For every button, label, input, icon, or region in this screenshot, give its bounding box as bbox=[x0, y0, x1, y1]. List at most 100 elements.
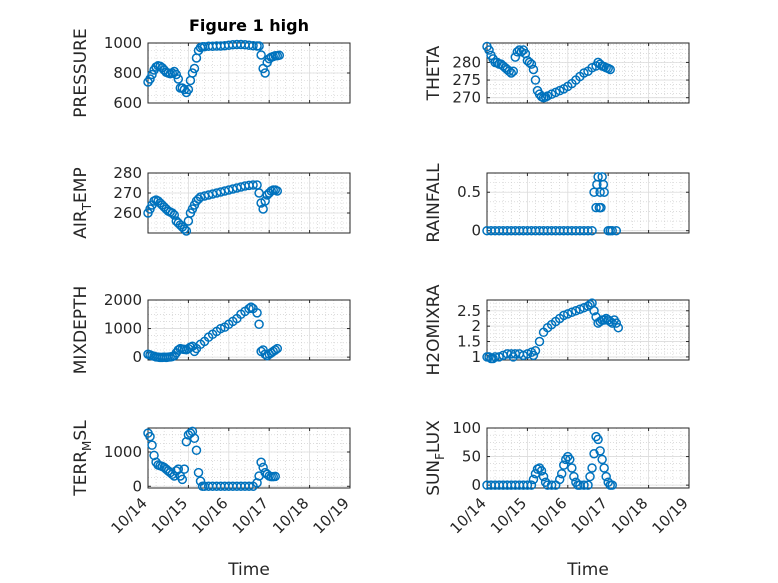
data-point bbox=[260, 196, 270, 206]
y-axis-label: RAINFALL bbox=[424, 163, 444, 243]
x-tick-label: 10/16 bbox=[527, 494, 570, 537]
y-tick-label: 270 bbox=[452, 89, 481, 107]
y-axis-label: H2OMIXRA bbox=[424, 284, 444, 375]
data-point bbox=[177, 474, 188, 485]
data-point bbox=[191, 445, 202, 456]
data-point bbox=[488, 353, 498, 364]
y-tick-label: 0 bbox=[471, 222, 481, 240]
data-point bbox=[270, 345, 281, 355]
data-point bbox=[169, 471, 180, 481]
data-point bbox=[181, 226, 192, 236]
data-point bbox=[597, 454, 607, 465]
x-tick-label: 10/19 bbox=[649, 494, 692, 537]
data-point bbox=[565, 454, 575, 465]
data-point bbox=[244, 303, 254, 314]
data-point bbox=[272, 186, 283, 196]
data-point bbox=[611, 225, 622, 236]
x-tick-label: 10/14 bbox=[447, 494, 490, 537]
data-point bbox=[145, 431, 155, 442]
data-point bbox=[508, 66, 519, 76]
y-tick-label: 100 bbox=[452, 419, 481, 437]
data-point bbox=[607, 225, 617, 236]
y-axis-label: THETA bbox=[424, 45, 444, 101]
axes-box bbox=[486, 299, 690, 361]
y-tick-label: 800 bbox=[113, 64, 142, 82]
axes-box bbox=[147, 299, 351, 361]
subplot-air-temp: 260 270 280 AIRTEMP bbox=[71, 164, 351, 239]
data-point bbox=[187, 68, 198, 78]
data-point bbox=[145, 74, 155, 84]
data-point bbox=[530, 75, 541, 85]
data-point bbox=[274, 50, 285, 61]
data-point bbox=[510, 52, 521, 62]
y-tick-label: 0 bbox=[132, 348, 142, 366]
y-axis-label: AIRTEMP bbox=[71, 167, 94, 238]
data-point bbox=[607, 480, 617, 490]
data-point bbox=[260, 349, 270, 360]
data-point bbox=[171, 69, 182, 80]
data-point bbox=[538, 471, 549, 482]
data-point bbox=[167, 208, 177, 218]
data-point bbox=[534, 336, 545, 347]
y-tick-label: 270 bbox=[113, 184, 142, 202]
data-point bbox=[559, 460, 569, 470]
y-tick-label: 275 bbox=[452, 71, 481, 89]
data-point bbox=[506, 68, 516, 78]
data-point bbox=[215, 323, 226, 334]
data-point bbox=[248, 180, 258, 190]
data-point bbox=[189, 433, 200, 444]
data-point bbox=[589, 306, 599, 316]
data-point bbox=[554, 474, 565, 485]
data-point bbox=[260, 68, 270, 78]
x-tick-label: 10/14 bbox=[108, 494, 151, 537]
data-point bbox=[528, 350, 539, 361]
data-point bbox=[524, 57, 535, 68]
data-point bbox=[254, 319, 264, 330]
data-point bbox=[595, 187, 605, 197]
data-point bbox=[599, 315, 609, 325]
y-axis-label: TERRMSL bbox=[71, 420, 94, 497]
data-point bbox=[587, 225, 597, 236]
data-point bbox=[599, 187, 609, 197]
data-point bbox=[147, 440, 157, 450]
y-tick-label: 0.5 bbox=[457, 183, 481, 201]
x-axis-label: Time bbox=[227, 560, 270, 580]
data-point bbox=[256, 457, 266, 468]
x-tick-label: 10/17 bbox=[568, 494, 611, 537]
data-point bbox=[484, 45, 494, 55]
data-point bbox=[593, 434, 603, 445]
x-tick-label: 10/15 bbox=[148, 494, 191, 537]
subplot-pressure: 600 800 1000 PRESSURE Figure 1 high bbox=[71, 16, 351, 118]
data-point bbox=[526, 59, 537, 69]
y-tick-label: 2.5 bbox=[457, 302, 481, 320]
data-point bbox=[258, 462, 268, 473]
data-point bbox=[536, 466, 547, 476]
x-axis-label: Time bbox=[566, 560, 609, 580]
axes-box bbox=[486, 427, 690, 489]
x-tick-label: 10/15 bbox=[487, 494, 530, 537]
subplot-h2omixra: 11.522.5 H2OMIXRA bbox=[424, 284, 690, 376]
data-point bbox=[246, 302, 256, 312]
x-tick-label: 10/18 bbox=[608, 494, 651, 537]
y-tick-label: 280 bbox=[113, 164, 142, 182]
data-point bbox=[591, 202, 601, 213]
data-point bbox=[579, 480, 589, 490]
data-point bbox=[256, 50, 266, 60]
data-point bbox=[169, 210, 180, 220]
data-point bbox=[585, 471, 595, 482]
y-tick-label: 50 bbox=[462, 448, 481, 466]
x-tick-label: 10/19 bbox=[310, 494, 353, 537]
y-tick-label: 600 bbox=[113, 94, 142, 112]
axes-box bbox=[486, 172, 690, 234]
y-tick-label: 1000 bbox=[104, 443, 142, 461]
data-point bbox=[173, 74, 184, 84]
data-point bbox=[179, 224, 190, 234]
y-tick-label: 2 bbox=[471, 317, 481, 335]
data-point bbox=[587, 463, 597, 473]
y-axis-label: PRESSURE bbox=[71, 28, 91, 117]
figure-title: Figure 1 high bbox=[189, 16, 309, 35]
data-point bbox=[244, 481, 254, 492]
